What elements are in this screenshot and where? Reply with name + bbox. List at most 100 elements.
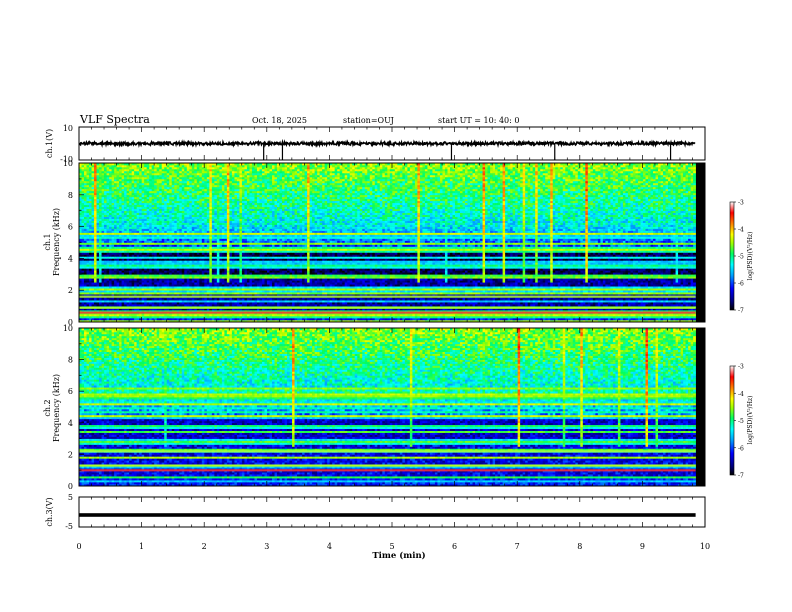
spectrogram-cell: [202, 282, 205, 284]
spectrogram-cell: [312, 292, 315, 294]
spectrogram-cell: [167, 282, 170, 284]
spectrogram-cell: [375, 298, 378, 300]
spectrogram-cell: [475, 316, 478, 318]
spectrogram-cell: [247, 284, 250, 286]
spectrogram-cell: [525, 298, 528, 300]
spectrogram-cell: [533, 316, 536, 318]
spectrogram-cell: [392, 304, 395, 306]
spectrogram-cell: [440, 302, 443, 304]
spectrogram-cell: [87, 288, 90, 290]
spectrogram-cell: [578, 290, 581, 292]
spectrogram-cell: [468, 292, 471, 294]
spectrogram-cell: [154, 318, 157, 320]
spectrogram-cell: [272, 304, 275, 306]
spectrogram-cell: [530, 286, 533, 288]
spectrogram-cell: [565, 290, 568, 292]
spectrogram-cell: [560, 314, 563, 316]
spectrogram-cell: [385, 314, 388, 316]
spectrogram-cell: [310, 288, 313, 290]
spectrogram-cell: [500, 314, 503, 316]
spectrogram-cell: [437, 292, 440, 294]
spectrogram-cell: [182, 316, 185, 318]
spectrogram-cell: [663, 298, 666, 300]
spectrogram-cell: [267, 286, 270, 288]
spectrogram-cell: [498, 284, 501, 286]
spectrogram-cell: [681, 302, 684, 304]
spectrogram-cell: [442, 286, 445, 288]
spectrogram-cell: [99, 302, 102, 304]
spectrogram-cell: [503, 292, 506, 294]
spectrogram-cell: [194, 314, 197, 316]
spectrogram-cell: [535, 304, 538, 306]
spectrogram-cell: [661, 304, 664, 306]
spectrogram-cell: [262, 300, 265, 302]
spectrogram-cell: [620, 304, 623, 306]
spectrogram-cell: [500, 286, 503, 288]
spectrogram-cell: [628, 318, 631, 320]
spectrogram-cell: [422, 298, 425, 300]
spectrogram-cell: [104, 284, 107, 286]
spectrogram-cell: [407, 292, 410, 294]
spectrogram-cell: [219, 292, 222, 294]
spectrogram-cell: [590, 304, 593, 306]
spectrogram-cell: [94, 292, 97, 294]
spectrogram-cell: [345, 318, 348, 320]
spectrogram-cell: [300, 314, 303, 316]
spectrogram-cell: [367, 292, 370, 294]
spectrogram-cell: [162, 300, 165, 302]
spectrogram-cell: [397, 290, 400, 292]
spectrogram-cell: [595, 290, 598, 292]
spectrogram-cell: [340, 298, 343, 300]
spectrogram-cell: [212, 284, 215, 286]
spectrogram-cell: [440, 316, 443, 318]
spectrogram-cell: [232, 290, 235, 292]
spectrogram-cell: [498, 314, 501, 316]
spectrogram-cell: [355, 292, 358, 294]
spectrogram-cell: [332, 300, 335, 302]
spectrogram-cell: [305, 318, 308, 320]
spectrogram-cell: [473, 282, 476, 284]
spectrogram-cell: [666, 316, 669, 318]
spectrogram-cell: [124, 318, 127, 320]
spectrogram-cell: [174, 292, 177, 294]
spectrogram-cell: [192, 298, 195, 300]
spectrogram-cell: [212, 300, 215, 302]
spectrogram-cell: [420, 286, 423, 288]
spectrogram-cell: [570, 314, 573, 316]
spectrogram-cell: [192, 290, 195, 292]
spectrogram-cell: [219, 282, 222, 284]
spectrogram-cell: [277, 316, 280, 318]
spectrogram-cell: [533, 282, 536, 284]
spectrogram-cell: [553, 316, 556, 318]
spectrogram-cell: [608, 286, 611, 288]
spectrogram-cell: [593, 314, 596, 316]
spectrogram-cell: [229, 286, 232, 288]
spectrogram-cell: [167, 288, 170, 290]
ch1-ytick-top: 10: [63, 124, 73, 133]
spectrogram-cell: [430, 302, 433, 304]
spectrogram-cell: [628, 302, 631, 304]
spectrogram-cell: [127, 302, 130, 304]
spectrogram-cell: [119, 316, 122, 318]
spectrogram-cell: [425, 302, 428, 304]
spectrogram-cell: [295, 290, 298, 292]
spectrogram-cell: [468, 282, 471, 284]
spectrogram-cell: [671, 290, 674, 292]
spectrogram-cell: [513, 302, 516, 304]
spectrogram-cell: [505, 284, 508, 286]
spectrogram-cell: [315, 314, 318, 316]
spectrogram-cell: [264, 290, 267, 292]
spectrogram-cell: [325, 318, 328, 320]
spectrogram-cell: [184, 292, 187, 294]
spectrogram-cell: [219, 314, 222, 316]
spectrogram-cell: [209, 284, 212, 286]
spectrogram-cell: [620, 288, 623, 290]
spectrogram-cell: [550, 290, 553, 292]
spectrogram-cell: [523, 282, 526, 284]
spectrogram-cell: [257, 292, 260, 294]
spectrogram-cell: [650, 318, 653, 320]
spectrogram-cell: [227, 300, 230, 302]
spectrogram-cell: [493, 286, 496, 288]
spectrogram-cell: [362, 304, 365, 306]
spectrogram-cell: [305, 290, 308, 292]
